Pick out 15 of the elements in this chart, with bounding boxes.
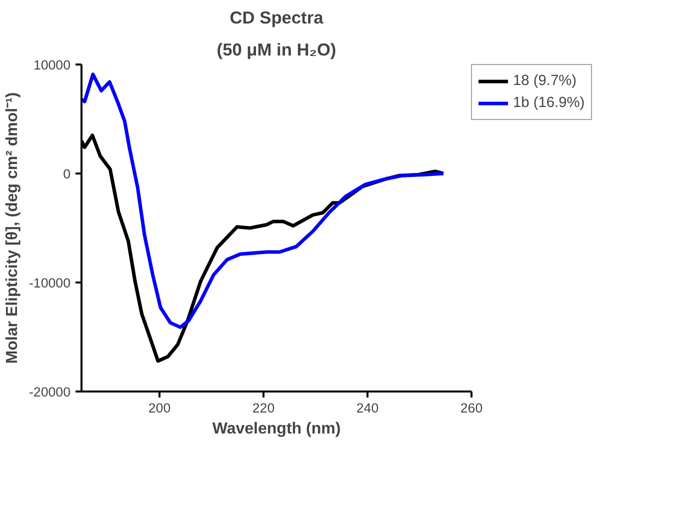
chart-subtitle: (50 μM in H₂O) — [216, 40, 336, 60]
y-tick-label: -20000 — [29, 384, 71, 400]
y-tick-label: -10000 — [29, 276, 71, 290]
x-axis-title: Wavelength (nm) — [212, 420, 341, 438]
chart-title: CD Spectra — [230, 8, 324, 28]
y-tick-label: 0 — [63, 166, 71, 182]
x-tick-label: 200 — [148, 400, 171, 416]
y-axis-title: Molar Elipticity [θ], (deg cm² dmol⁻¹) — [4, 92, 21, 364]
x-tick-label: 240 — [356, 400, 379, 416]
legend-label: 18 (9.7%) — [513, 73, 577, 89]
legend-label: 1b (16.9%) — [513, 95, 585, 111]
line-series — [82, 72, 446, 329]
x-tick-label: 260 — [460, 400, 483, 416]
x-tick-label: 220 — [252, 400, 275, 416]
y-tick-label: 10000 — [33, 58, 70, 72]
